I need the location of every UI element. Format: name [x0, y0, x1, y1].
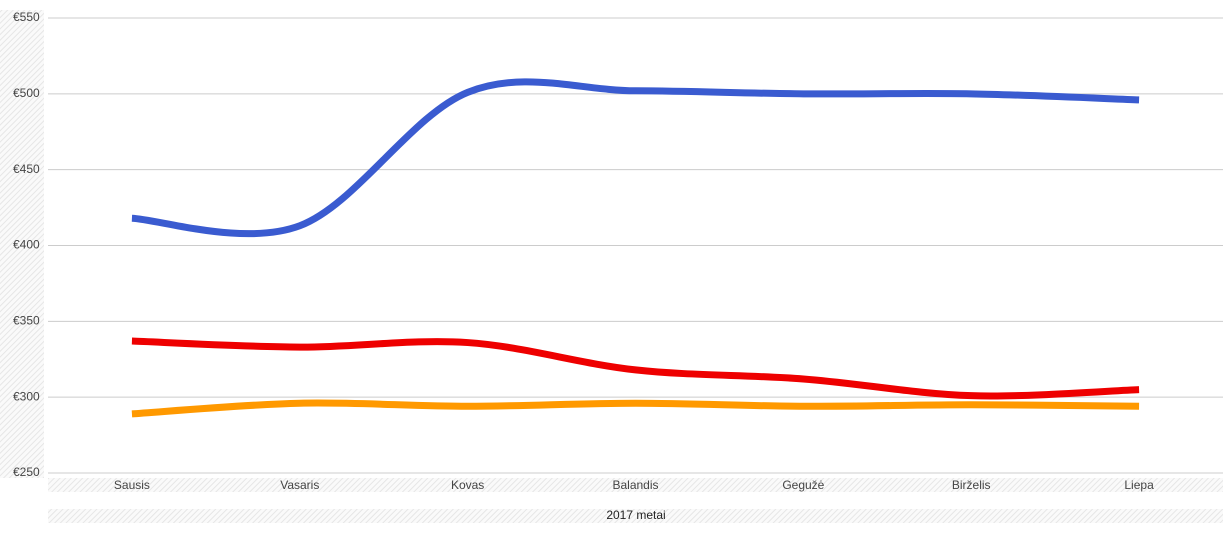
- y-tick-label: €450: [13, 162, 40, 176]
- x-title-band: [48, 509, 1223, 523]
- y-tick-label: €550: [13, 10, 40, 24]
- y-tick-label: €350: [13, 314, 40, 328]
- line-series: [131, 337, 1140, 400]
- x-tick-label: Balandis: [612, 478, 658, 492]
- x-tick-label: Liepa: [1124, 478, 1154, 492]
- x-axis-title: 2017 metai: [606, 508, 665, 522]
- y-tick-label: €300: [13, 389, 40, 403]
- y-axis-band: [0, 10, 44, 478]
- x-tick-label: Birželis: [952, 478, 991, 492]
- x-tick-label: Sausis: [114, 478, 150, 492]
- x-tick-label: Gegužė: [782, 478, 824, 492]
- line-series: [131, 399, 1140, 418]
- x-axis-band: [48, 478, 1223, 492]
- line-series: [131, 78, 1140, 238]
- x-tick-label: Kovas: [451, 478, 484, 492]
- y-tick-label: €400: [13, 238, 40, 252]
- y-tick-label: €250: [13, 465, 40, 479]
- y-tick-label: €500: [13, 86, 40, 100]
- x-tick-label: Vasaris: [280, 478, 319, 492]
